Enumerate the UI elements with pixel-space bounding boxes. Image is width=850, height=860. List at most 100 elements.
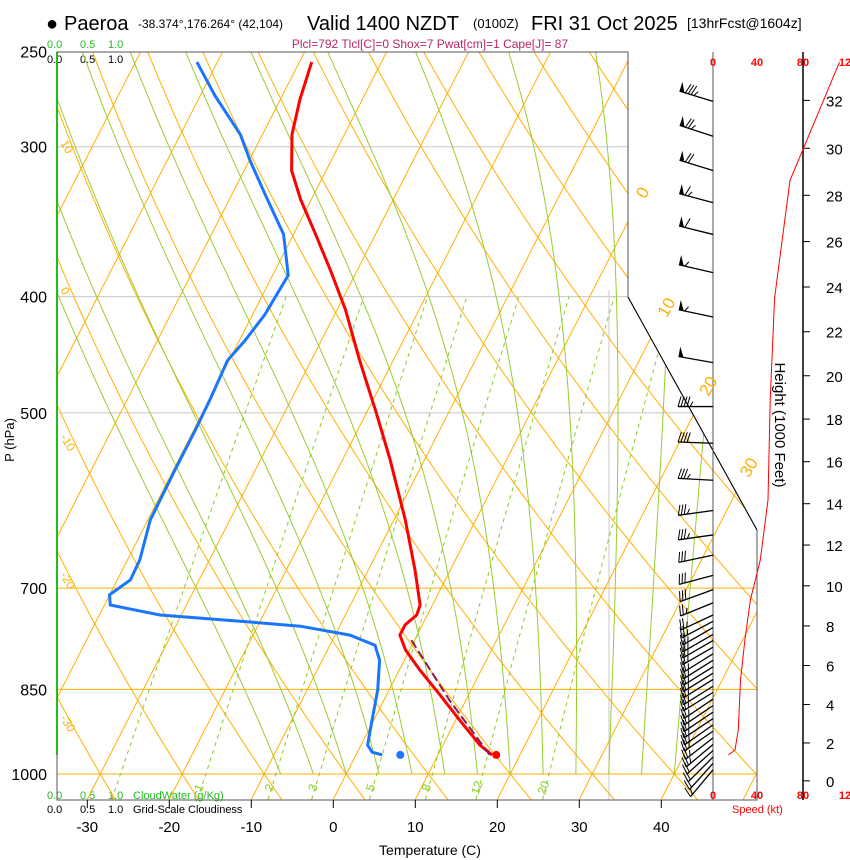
height-tick-label: 22 bbox=[826, 325, 843, 342]
barb-feather bbox=[682, 667, 687, 678]
isotherm-line bbox=[57, 52, 316, 800]
station-marker-icon: ● bbox=[46, 13, 58, 35]
barb-feather bbox=[680, 708, 685, 719]
barb-feather bbox=[683, 733, 688, 744]
pressure-tick-label: 500 bbox=[20, 406, 47, 423]
barb-staff bbox=[678, 225, 714, 236]
pressure-tick-label: 400 bbox=[20, 290, 47, 307]
wind-barb bbox=[678, 550, 714, 564]
wind-barb bbox=[677, 504, 714, 516]
wind-barb bbox=[677, 431, 714, 444]
cloudwater-top-1: 1.0 bbox=[108, 39, 123, 51]
wind-barb bbox=[678, 216, 714, 236]
cloudiness-bottom-05: 0.5 bbox=[80, 804, 95, 816]
mixing-ratio-line bbox=[111, 296, 287, 800]
barb-feather bbox=[677, 468, 683, 479]
isotherm-line bbox=[414, 52, 757, 800]
wind-barb bbox=[679, 633, 714, 653]
barb-staff bbox=[679, 574, 714, 586]
wind-barb bbox=[680, 678, 714, 699]
height-tick-label: 2 bbox=[826, 736, 834, 753]
speed-tick-label-top: 40 bbox=[751, 57, 763, 69]
barb-staff bbox=[679, 589, 714, 603]
wind-barb bbox=[680, 698, 714, 720]
mixing-ratio-label: 20 bbox=[535, 779, 553, 797]
height-tick-label: 6 bbox=[826, 658, 834, 675]
wind-barb bbox=[683, 763, 714, 790]
valid-date: FRI 31 Oct 2025 bbox=[531, 13, 678, 35]
barb-staff bbox=[683, 717, 714, 739]
barb-feather bbox=[680, 468, 686, 479]
dry-adiabat-line bbox=[57, 52, 283, 800]
moist-adiabat-line bbox=[504, 52, 578, 774]
dry-adiabat-line bbox=[57, 52, 116, 800]
barb-feather bbox=[683, 780, 691, 790]
station-coords: -38.374°,176.264° (42,104) bbox=[138, 17, 283, 31]
wind-barb bbox=[680, 717, 714, 739]
header: ● Paeroa -38.374°,176.264° (42,104) Vali… bbox=[46, 13, 802, 51]
cloudwater-bottom-0: 0.0 bbox=[47, 790, 62, 802]
barb-feather bbox=[684, 787, 691, 797]
wind-barb bbox=[679, 183, 714, 204]
pressure-tick-label: 700 bbox=[20, 581, 47, 598]
barb-staff bbox=[679, 159, 714, 172]
x-tick-label: 40 bbox=[653, 819, 670, 836]
barb-staff bbox=[678, 355, 714, 364]
x-tick-label: -30 bbox=[76, 819, 98, 836]
barb-feather bbox=[693, 91, 699, 96]
barb-feather bbox=[682, 686, 687, 697]
mixing-ratio-line bbox=[369, 296, 520, 800]
height-tick-label: 12 bbox=[826, 538, 843, 555]
x-tick-label: 30 bbox=[571, 819, 588, 836]
barb-feather bbox=[684, 186, 691, 196]
wind-barb bbox=[680, 711, 714, 733]
mixing-ratio-label: 1 bbox=[191, 782, 207, 793]
barb-feather bbox=[687, 153, 695, 164]
barb-feather bbox=[683, 432, 688, 443]
cloudiness-top-05: 0.5 bbox=[80, 54, 95, 66]
height-axis-label: Height (1000 Feet) bbox=[771, 362, 788, 487]
speed-tick-label-top: 12 bbox=[839, 57, 850, 69]
barb-feather bbox=[679, 605, 682, 617]
barb-feather bbox=[690, 788, 693, 795]
wind-barb bbox=[679, 639, 714, 659]
moist-adiabat-line bbox=[125, 52, 413, 775]
barb-feather bbox=[677, 396, 682, 407]
height-tick-label: 26 bbox=[826, 235, 843, 252]
height-tick-label: 30 bbox=[826, 141, 843, 158]
mixing-ratio-label: 3 bbox=[305, 782, 321, 793]
moist-adiabat-line bbox=[410, 52, 544, 775]
moist-adiabat-line bbox=[78, 52, 380, 775]
barb-staff bbox=[683, 705, 714, 726]
barb-feather bbox=[682, 693, 687, 704]
barb-feather bbox=[680, 700, 684, 712]
barb-feather bbox=[686, 432, 691, 443]
barb-feather bbox=[682, 626, 686, 637]
barb-staff bbox=[682, 659, 714, 680]
wind-barb bbox=[680, 672, 714, 693]
wind-barb bbox=[681, 744, 714, 768]
barb-feather bbox=[684, 306, 689, 312]
barb-pennant bbox=[679, 115, 685, 127]
wind-barb bbox=[680, 724, 714, 746]
wind-speed-line bbox=[728, 61, 840, 756]
barb-staff bbox=[682, 627, 714, 646]
barb-staff bbox=[678, 554, 714, 564]
barb-feather bbox=[681, 618, 685, 629]
dewpoint-line bbox=[108, 61, 383, 757]
wind-barb bbox=[679, 614, 714, 631]
mixing-ratio-line bbox=[425, 296, 570, 800]
height-tick-label: 4 bbox=[826, 697, 834, 714]
barb-feather bbox=[685, 778, 693, 788]
barb-feather bbox=[686, 396, 691, 407]
barb-feather bbox=[682, 713, 687, 724]
barb-feather bbox=[689, 401, 694, 407]
speed-tick-label-bottom: 40 bbox=[751, 790, 763, 802]
pressure-tick-label: 1000 bbox=[11, 767, 47, 784]
barb-feather bbox=[682, 640, 686, 651]
cloudwater-bottom-05: 0.5 bbox=[80, 790, 95, 802]
speed-tick-label-top: 80 bbox=[797, 57, 809, 69]
height-tick-label: 16 bbox=[826, 455, 843, 472]
wind-barb bbox=[680, 685, 714, 706]
moist-adiabat-line bbox=[245, 52, 478, 775]
